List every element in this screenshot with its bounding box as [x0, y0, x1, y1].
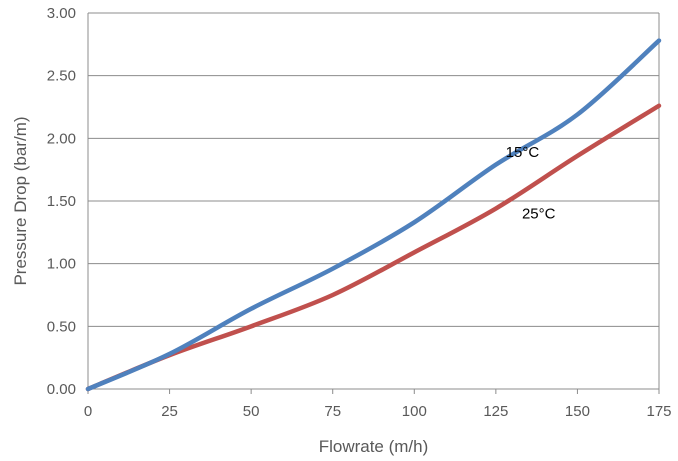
x-tick-label: 150: [565, 403, 590, 420]
x-tick-label: 125: [483, 403, 508, 420]
axes: 0.00 0.50 1.00 1.50 2.00 2.50 3.00 0 25 50 75 100 12…: [47, 5, 672, 420]
y-tick-label: 0.50: [47, 318, 76, 335]
series-label: 15°C: [506, 144, 540, 161]
x-tick-label: 0: [84, 403, 92, 420]
x-axis-title: Flowrate (m/h): [319, 437, 429, 456]
grid: [88, 12, 659, 327]
x-tick-label: 25: [161, 403, 178, 420]
x-tick-label: 50: [243, 403, 260, 420]
y-tick-label: 1.00: [47, 256, 76, 273]
y-tick-label: 2.00: [47, 130, 76, 147]
x-tick-label: 75: [324, 403, 341, 420]
y-tick-label: 3.00: [47, 5, 76, 22]
series-line-15c: [85, 38, 662, 392]
series-label: 25°C: [522, 206, 556, 223]
labels: 15°C 25°C: [506, 144, 556, 222]
y-tick-label: 2.50: [47, 68, 76, 85]
series: [85, 38, 662, 392]
y-tick-label: 1.50: [47, 193, 76, 210]
y-tick-label: 0.00: [47, 381, 76, 398]
x-tick-label: 100: [402, 403, 427, 420]
x-tick-label: 175: [646, 403, 671, 420]
y-axis-title: Pressure Drop (bar/m): [11, 116, 30, 285]
